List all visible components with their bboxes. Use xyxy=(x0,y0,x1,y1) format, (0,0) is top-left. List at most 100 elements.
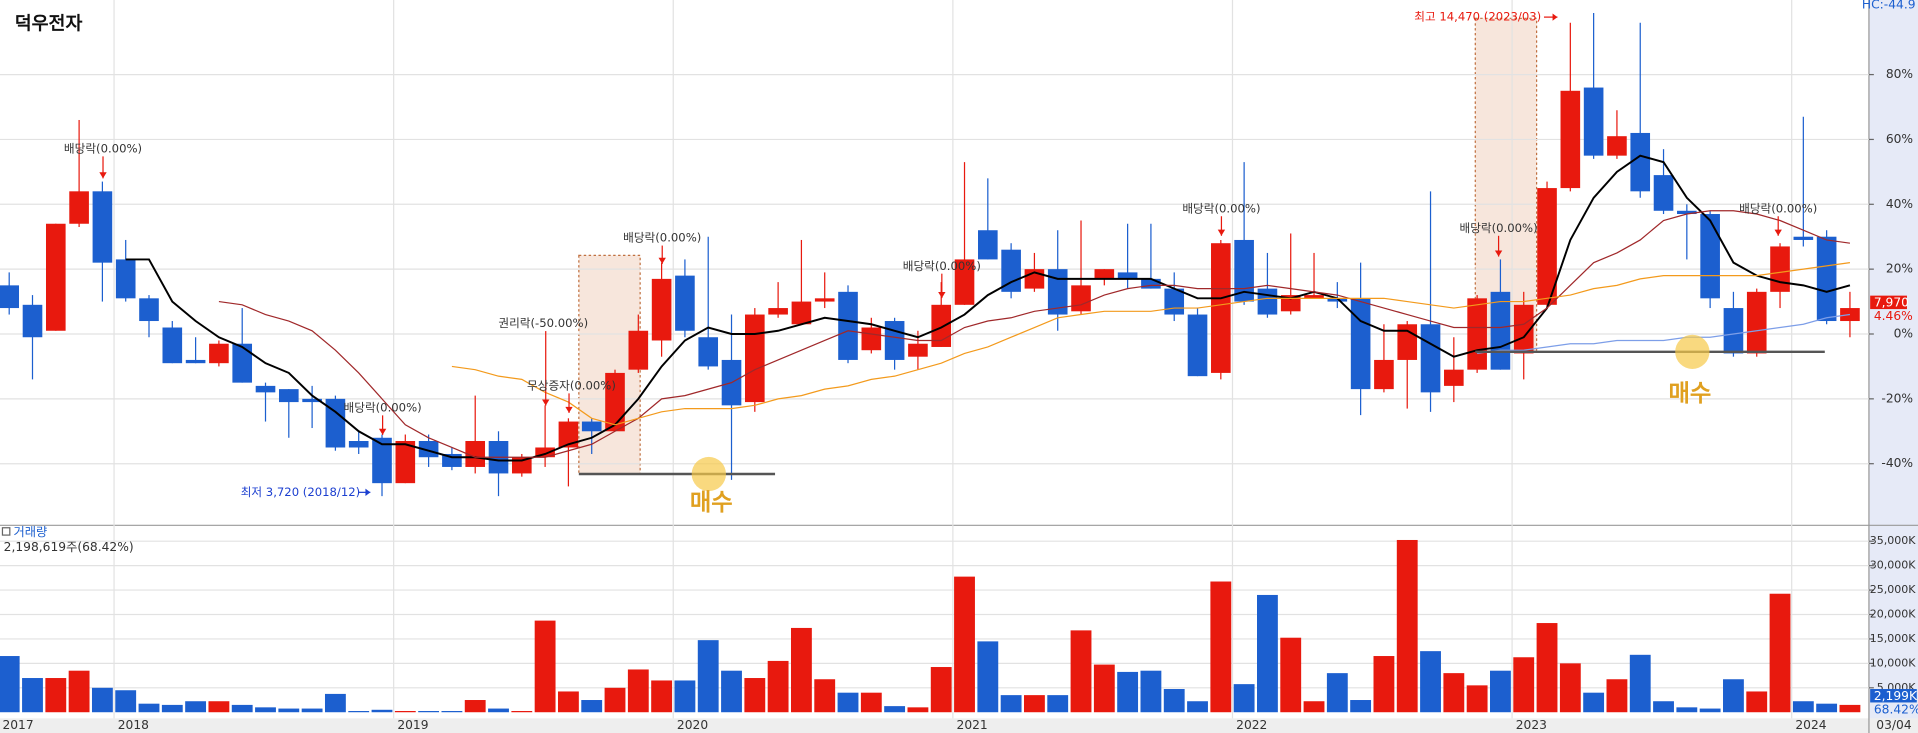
candle-body xyxy=(372,437,392,484)
volume-bar xyxy=(790,627,812,713)
volume-bar xyxy=(1373,656,1395,713)
volume-bar xyxy=(1490,670,1511,713)
event-label: 배당락(0.00%) xyxy=(1739,201,1817,215)
candle-body xyxy=(745,314,765,403)
volume-last-label: 2,199K xyxy=(1874,689,1918,703)
event-label: 배당락(0.00%) xyxy=(64,142,142,156)
candle-body xyxy=(1397,324,1418,360)
marks xyxy=(0,12,1861,713)
volume-bar xyxy=(581,700,603,713)
candle-body xyxy=(628,330,649,370)
volume-bar xyxy=(1606,679,1628,713)
volume-bar xyxy=(1583,692,1605,713)
candle-body xyxy=(1001,249,1021,292)
volume-bar xyxy=(534,620,556,713)
volume-bar xyxy=(977,641,999,713)
y-tick-label: 35,000K xyxy=(1870,534,1917,547)
volume-bar xyxy=(1559,663,1581,713)
volume-bar xyxy=(907,707,929,713)
price-box xyxy=(1870,295,1907,310)
volume-bar xyxy=(68,670,90,713)
candle-body xyxy=(1257,288,1278,315)
volume-bar xyxy=(1443,673,1465,713)
candle-body xyxy=(1047,269,1068,315)
candle-body xyxy=(1374,359,1394,390)
volume-bar xyxy=(231,704,253,713)
x-tick-label: 2020 xyxy=(677,718,708,732)
volume-bar xyxy=(1816,703,1838,713)
volume-bar xyxy=(860,692,882,713)
candle-body xyxy=(1420,324,1441,393)
y-tick-label: 80% xyxy=(1886,67,1913,81)
volume-bar xyxy=(651,680,673,713)
price-label: 7,970 xyxy=(1874,295,1909,309)
volume-bar xyxy=(1723,679,1744,713)
volume-bar xyxy=(1466,685,1488,713)
volume-bar xyxy=(301,708,323,713)
volume-bar xyxy=(1210,581,1232,713)
candle-body xyxy=(69,191,89,224)
candle-body xyxy=(768,308,788,315)
candle-body xyxy=(884,321,905,360)
candle-body xyxy=(1211,243,1231,373)
candle-body xyxy=(395,441,416,484)
volume-bar xyxy=(1070,630,1092,713)
volume-bar xyxy=(1000,695,1022,713)
buy-point xyxy=(691,456,726,492)
candle-body xyxy=(535,447,555,458)
candle-body xyxy=(1653,175,1674,211)
volume-bar xyxy=(1792,701,1814,713)
volume-bar xyxy=(441,711,463,713)
volume-bar xyxy=(324,693,346,713)
buy-label: 매수 xyxy=(1668,380,1711,407)
volume-bar xyxy=(348,711,370,713)
candle-body xyxy=(1723,308,1744,354)
volume-bar xyxy=(1769,593,1791,713)
candle-body xyxy=(1280,295,1301,312)
volume-bar xyxy=(1023,695,1045,713)
volume-bar xyxy=(511,711,533,713)
arrow-head xyxy=(542,399,550,406)
x-tick-label: 2023 xyxy=(1516,718,1547,732)
volume-bar xyxy=(1396,539,1418,713)
volume-bar xyxy=(1257,594,1278,713)
event-label: 최저 3,720 (2018/12) xyxy=(241,485,360,499)
arrow-head xyxy=(99,172,107,179)
volume-bar xyxy=(1303,701,1325,713)
y-tick-label: 10,000K xyxy=(1870,656,1917,669)
volume-bar xyxy=(208,701,230,713)
candle-body xyxy=(162,327,183,364)
top-right-label: HC:-44.9 xyxy=(1862,0,1916,11)
y-tick-label: 15,000K xyxy=(1870,632,1917,645)
buy-label: 매수 xyxy=(690,489,733,516)
event-label: 배당락(0.00%) xyxy=(623,231,701,245)
panel-icon xyxy=(1,527,11,536)
candle-body xyxy=(978,230,998,260)
volume-bar xyxy=(1187,701,1208,713)
candle-body xyxy=(1630,132,1651,192)
volume-bar xyxy=(464,700,486,713)
candle-body xyxy=(675,275,695,331)
volume-bar xyxy=(1117,671,1139,713)
volume-bar xyxy=(721,670,742,713)
arrow-head xyxy=(378,428,387,435)
volume-bar xyxy=(954,576,975,713)
volume-bar xyxy=(1536,623,1558,713)
volume-bar xyxy=(1140,670,1162,713)
arrow-head xyxy=(365,488,371,496)
volume-bar xyxy=(1699,708,1721,713)
x-tick-label: 2019 xyxy=(397,718,428,732)
candle-body xyxy=(1117,272,1138,279)
candle-body xyxy=(1770,246,1790,292)
candle-body xyxy=(465,441,486,467)
moving-average xyxy=(1477,313,1851,355)
arrow-head xyxy=(1552,13,1558,21)
x-start-label: 2017 xyxy=(2,718,33,732)
candle-body xyxy=(0,285,20,309)
annotations: 배당락(0.00%) 최저 3,720 (2018/12) 배당락(0.00%) 권리… xyxy=(64,10,1817,516)
x-tick-label: 2022 xyxy=(1236,718,1267,732)
volume-bar xyxy=(1326,673,1348,713)
volume-bar xyxy=(1676,707,1698,713)
candle-body xyxy=(651,278,672,341)
